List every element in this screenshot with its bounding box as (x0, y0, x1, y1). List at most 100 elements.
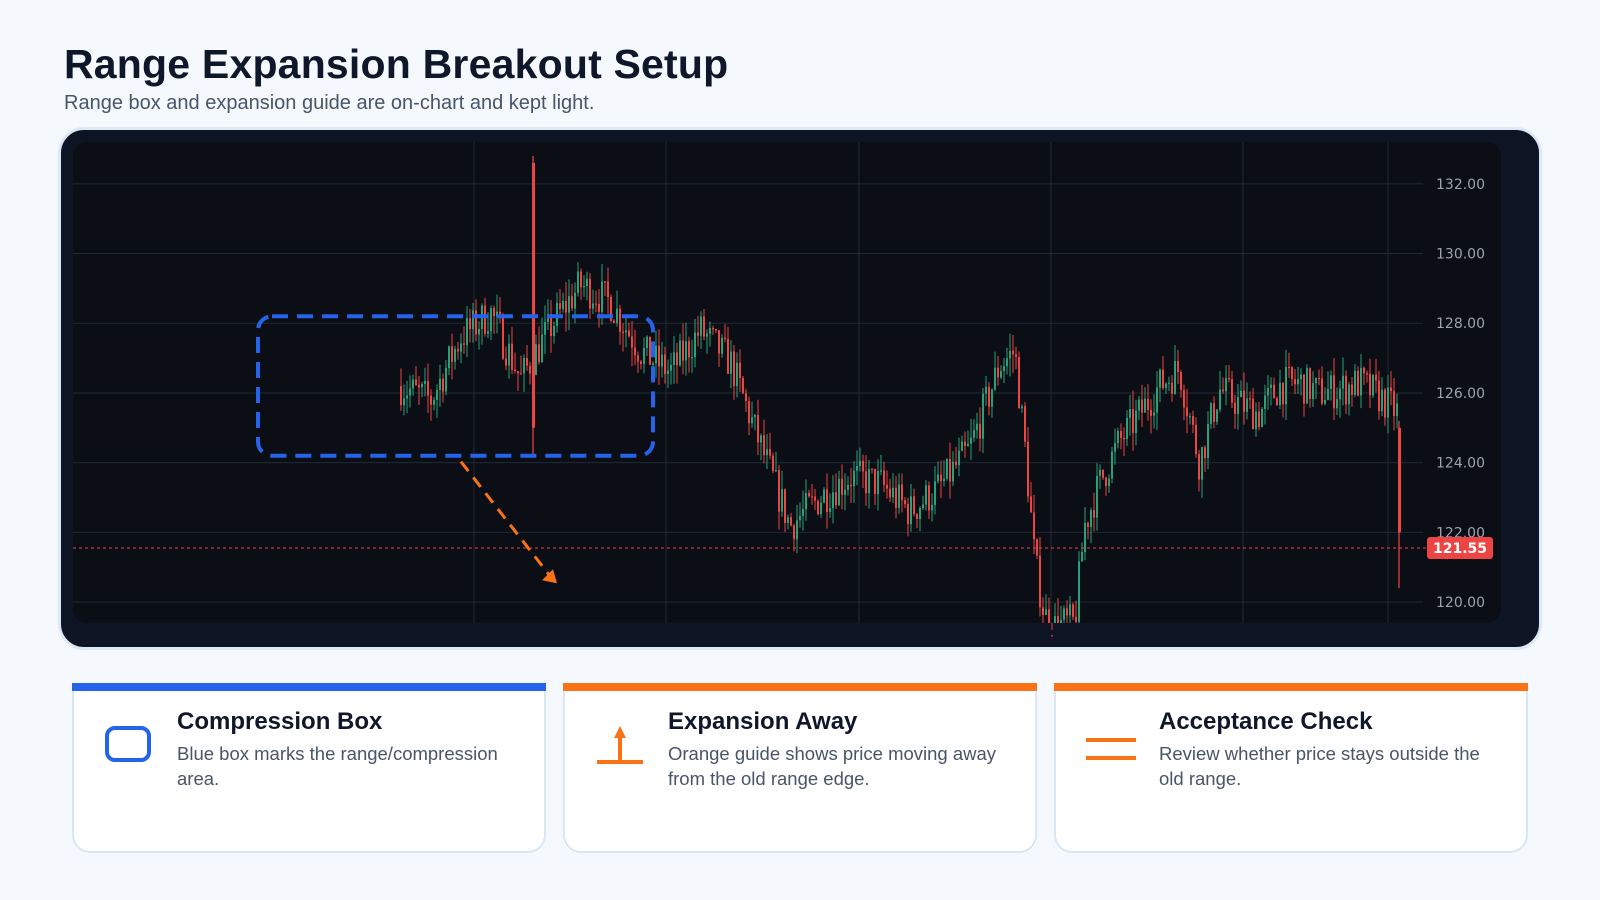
card-title: Compression Box (177, 708, 383, 735)
candle-body (1003, 366, 1005, 371)
candle-body (718, 330, 720, 354)
candle-body (1339, 388, 1341, 400)
candle-body (457, 348, 459, 352)
candle-body (472, 310, 474, 330)
candle-body (1345, 375, 1347, 405)
candle-body (1207, 424, 1209, 458)
candle-body (613, 320, 615, 323)
candle-body (919, 508, 921, 519)
candle-body (931, 505, 933, 511)
candle-body (703, 316, 705, 337)
candle-body (949, 459, 951, 482)
candle-body (538, 344, 540, 363)
candle-body (1258, 411, 1260, 427)
card-text: Orange guide shows price moving away fro… (668, 743, 997, 789)
candle-body (757, 414, 759, 443)
candle-body (721, 337, 723, 354)
expansion-arrow-icon (597, 726, 643, 764)
card-accent-bar (563, 683, 1037, 691)
candle-body (742, 377, 744, 394)
candle-body (733, 351, 735, 387)
candle-body (673, 352, 675, 365)
price-chart[interactable]: 120.00122.00124.00126.00128.00130.00132.… (61, 130, 1539, 647)
candle-body (1327, 388, 1329, 400)
candle-body (562, 300, 564, 310)
card-accent-bar (1054, 683, 1528, 691)
candle-body (418, 384, 420, 388)
candle-body (517, 371, 519, 374)
candle-body (439, 378, 441, 390)
candle-body (1369, 373, 1371, 396)
candle-body (577, 271, 579, 293)
candle-body (646, 336, 648, 348)
candle-body (679, 340, 681, 366)
candle-body (1147, 398, 1149, 410)
candle-body (1273, 384, 1275, 399)
candle-body (1108, 478, 1110, 486)
candle-body (463, 343, 465, 345)
candle-body (754, 414, 756, 418)
candle-body (748, 400, 750, 424)
candle-body (937, 474, 939, 482)
candle-body (1387, 387, 1389, 418)
candle-body (877, 471, 879, 495)
candle-body (631, 336, 633, 348)
candle-body (667, 370, 669, 375)
candle-body (520, 373, 522, 375)
candle-body (1180, 372, 1182, 390)
candle-body (433, 399, 435, 405)
candle-body (685, 341, 687, 361)
candle-body (544, 321, 546, 335)
candle-body (1261, 408, 1263, 427)
candle-body (412, 379, 414, 389)
candle-body (409, 388, 411, 396)
last-price-label: 121.55 (1433, 541, 1487, 557)
candle-body (535, 344, 537, 375)
candle-body (649, 336, 651, 365)
candle-body (943, 478, 945, 481)
candle-body (1398, 427, 1401, 533)
candle-body (1177, 360, 1179, 373)
candle-body (400, 385, 402, 406)
candle-body (1348, 384, 1350, 405)
card-expansion-away: Expansion Away Orange guide shows price … (563, 683, 1037, 853)
candle-body (1246, 398, 1248, 412)
candle-body (427, 380, 429, 396)
candle-body (1000, 370, 1002, 378)
candle-body (895, 487, 897, 508)
candle-body (907, 504, 909, 525)
candle-body (775, 470, 777, 472)
y-tick-label: 126.00 (1436, 386, 1485, 402)
candle-body (904, 500, 906, 505)
candle-body (1243, 390, 1245, 412)
expansion-guide-arrowhead (542, 569, 557, 584)
candle-body (814, 496, 816, 501)
candle-body (1375, 374, 1377, 381)
candle-body (682, 340, 684, 361)
candle-body (922, 504, 924, 509)
candle-body (1237, 397, 1239, 414)
candle-body (784, 489, 786, 523)
candle-body (886, 484, 888, 489)
candle-body (1351, 384, 1353, 395)
candle-body (541, 334, 543, 363)
candle-body (622, 331, 624, 333)
candle-body (793, 525, 795, 540)
candle-body (1024, 406, 1026, 442)
candle-body (1186, 407, 1188, 417)
candle-body (1225, 378, 1227, 392)
candle-body (802, 509, 804, 516)
candle-body (739, 362, 741, 378)
candle-body (1306, 368, 1308, 404)
candle-body (1183, 389, 1185, 408)
box-icon (105, 726, 151, 762)
candle-body (1057, 616, 1059, 623)
candle-body (493, 308, 495, 317)
candle-body (709, 327, 711, 334)
candle-body (1249, 398, 1251, 400)
candle-body (1210, 403, 1212, 425)
candle-body (574, 292, 576, 309)
candle-body (529, 365, 531, 374)
candle-body (1042, 607, 1044, 616)
candle-body (1216, 409, 1218, 422)
